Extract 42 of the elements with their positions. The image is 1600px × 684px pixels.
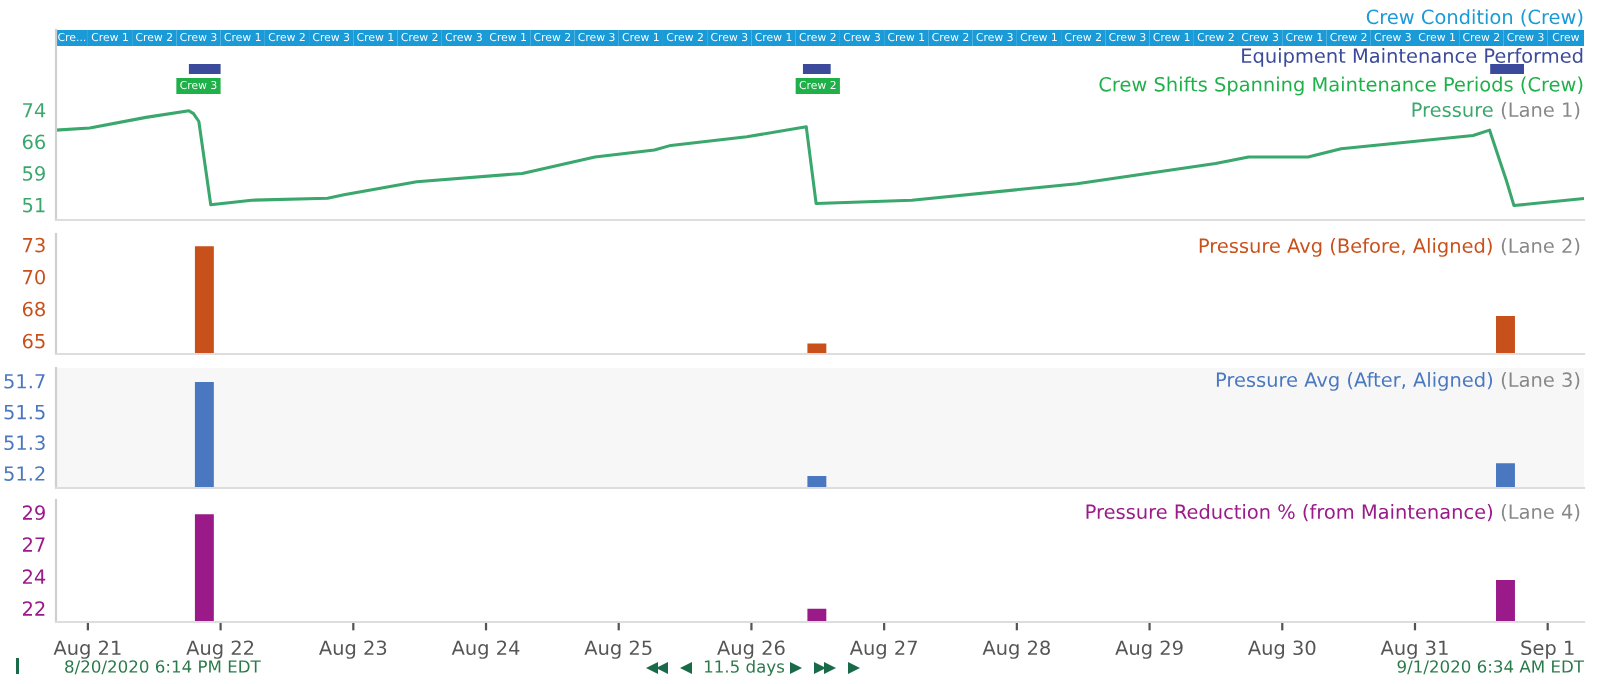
annotation: Equipment Maintenance Performed — [1242, 48, 1583, 67]
y-tick-label: 51.2 — [4, 466, 45, 481]
x-tick-label: Aug 21 — [53, 640, 121, 659]
text: 11.5 days — [704, 659, 785, 677]
y-tick-label: 74 — [23, 103, 46, 118]
chart-title: Pressure Reduction % (from Maintenance) — [1086, 504, 1493, 522]
y-tick-label: 68 — [22, 301, 45, 317]
text: 8/20/2020 6:14 PM EDT — [65, 660, 261, 675]
y-tick-label: 27 — [22, 537, 45, 552]
x-tick-label: Aug 25 — [584, 640, 652, 659]
chart-subtitle: (Lane 4) — [1501, 504, 1580, 522]
text: Crew Condition (Crew) — [1366, 9, 1583, 27]
x-tick-label: Aug 28 — [982, 640, 1050, 659]
y-tick-label: 24 — [22, 569, 46, 584]
y-tick-label: 22 — [22, 601, 45, 616]
y-tick-label: 70 — [23, 269, 45, 285]
text: 9/1/2020 6:34 AM EDT — [1397, 660, 1585, 675]
annotation: Crew Shifts Spanning Maintenance Periods (Crew) — [1099, 76, 1583, 96]
y-tick-label: 59 — [23, 166, 45, 181]
y-tick-label: 65 — [22, 333, 45, 349]
y-tick-label: 51.7 — [4, 374, 45, 389]
text: (Lane 1) — [1501, 102, 1580, 120]
x-tick-label: Aug 29 — [1115, 640, 1183, 659]
x-tick-label: Aug 27 — [849, 640, 917, 659]
x-tick-label: Aug 26 — [717, 640, 785, 659]
x-tick-label: Sep 1 — [1521, 640, 1574, 659]
chart-title: Pressure Avg (After, Aligned) — [1216, 372, 1493, 391]
y-tick-label: 51.5 — [4, 404, 45, 420]
y-tick-label: 51.3 — [4, 435, 45, 451]
chart-title: Pressure Avg (Before, Aligned) — [1199, 238, 1492, 257]
x-tick-label: Aug 22 — [186, 640, 254, 659]
x-tick-label: Aug 24 — [451, 640, 520, 659]
chart-subtitle: (Lane 2) — [1501, 238, 1580, 256]
chart-subtitle: (Lane 3) — [1501, 372, 1580, 390]
x-tick-label: Aug 31 — [1380, 640, 1448, 659]
y-tick-label: 51 — [23, 197, 45, 213]
y-tick-label: 29 — [22, 505, 45, 520]
text: Pressure — [1412, 102, 1493, 118]
y-tick-label: 73 — [23, 237, 45, 253]
y-tick-label: 66 — [22, 134, 46, 150]
x-tick-label: Aug 23 — [319, 640, 387, 659]
x-tick-label: Aug 30 — [1247, 640, 1316, 659]
